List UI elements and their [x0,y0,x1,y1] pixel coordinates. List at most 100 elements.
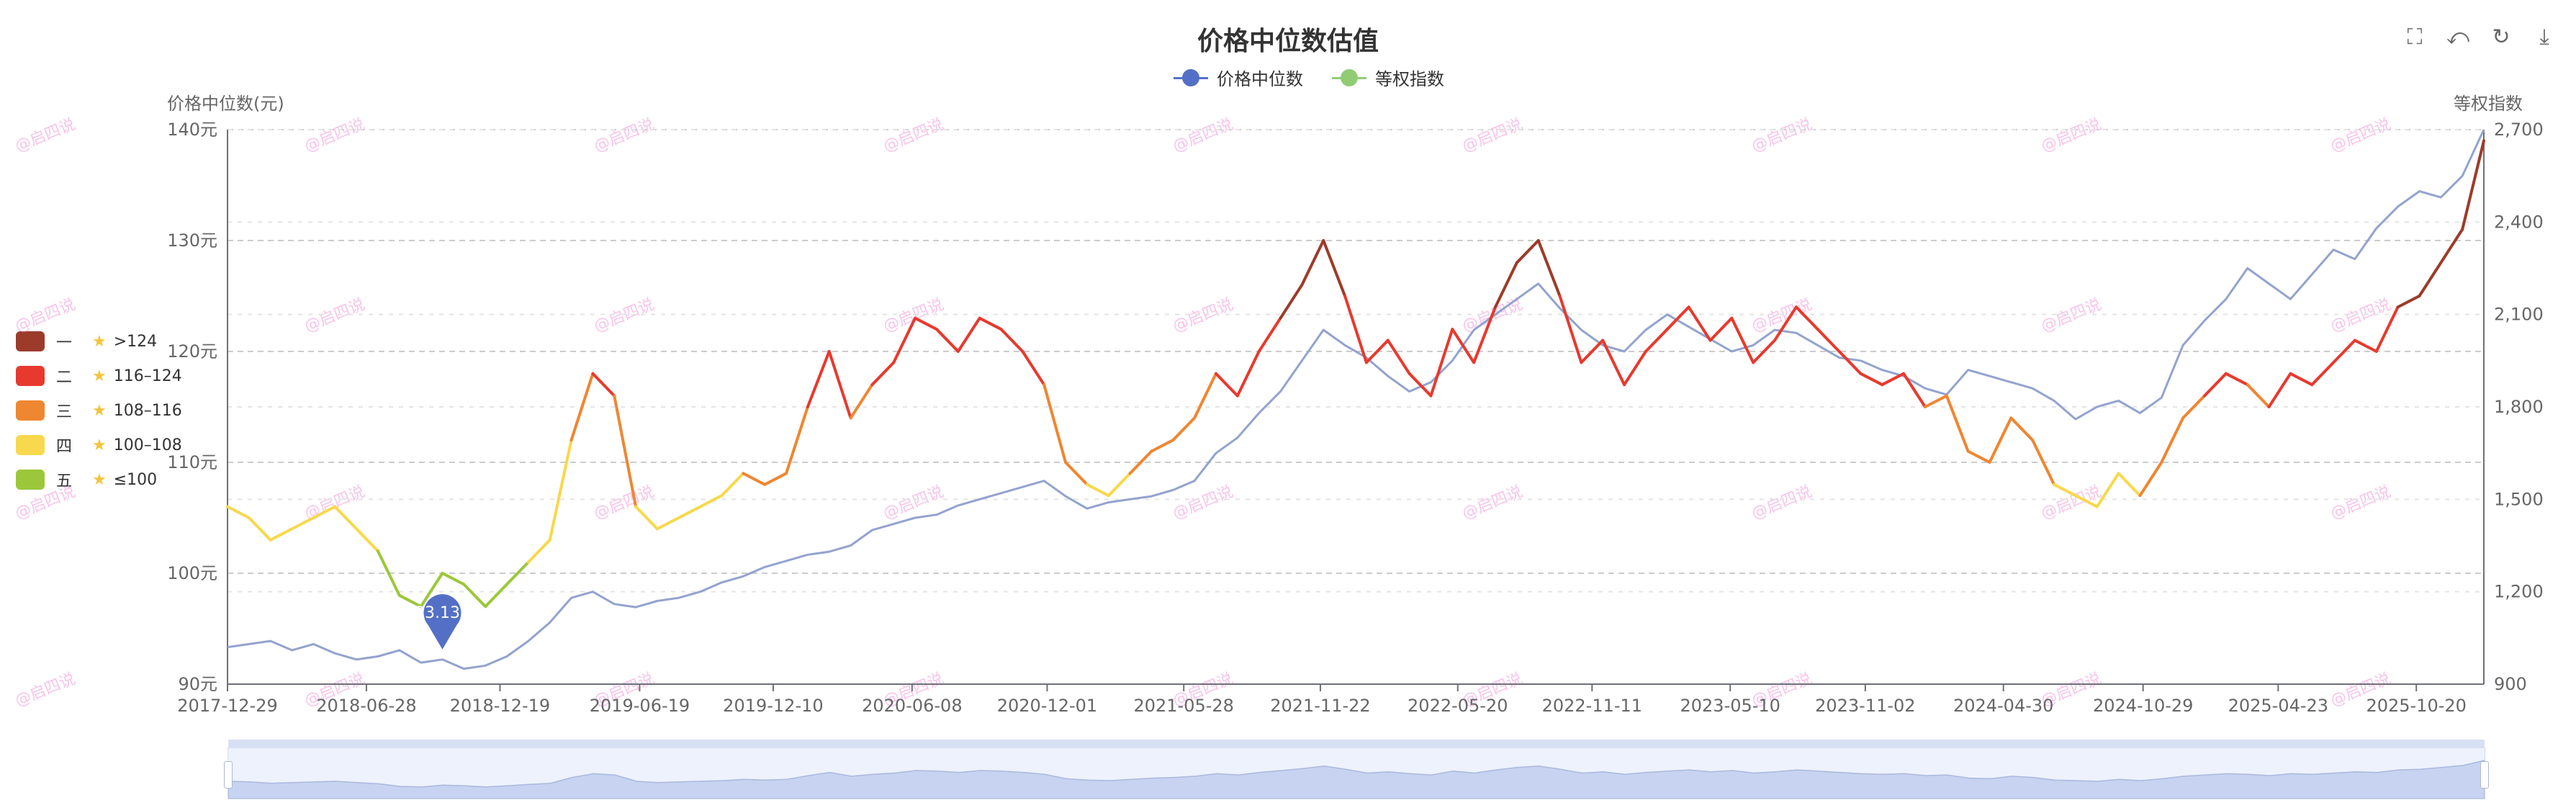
visual-map-item[interactable]: 三 ★ 108–116 [16,393,182,428]
star-icon: ★ [92,470,107,489]
x-tick-label: 2020-12-01 [997,696,1097,716]
zoom-reset-icon[interactable]: ⤺ [2446,24,2470,50]
series-segment-median [870,361,896,387]
series-segment-median [1429,328,1454,398]
series-segment-median [1623,350,1647,387]
visual-map-item[interactable]: 五 ★ ≤100 [16,462,182,497]
visual-map-item[interactable]: 一 ★ >124 [16,324,182,359]
x-tick-label: 2025-04-23 [2228,696,2328,716]
series-segment-median [1536,239,1562,297]
series-segment-median [1601,338,1626,387]
series-segment-median [484,583,509,609]
watermark-text: @启四说 [1749,295,1815,336]
series-segment-median [2202,372,2228,398]
visual-map-item[interactable]: 二 ★ 116–124 [16,359,182,393]
visual-map-level: 二 [56,369,73,387]
watermark-text: @启四说 [1749,115,1815,156]
series-segment-median [1107,472,1132,498]
series-segment-median [1279,283,1304,320]
data-zoom-slider[interactable] [224,740,2489,799]
star-icon: ★ [92,401,107,420]
watermark-text: @启四说 [1170,482,1236,524]
visual-map-swatch [16,435,45,455]
restore-icon[interactable]: ↻ [2492,24,2510,50]
legend-label-median: 价格中位数 [1217,69,1303,89]
series-segment-median [677,505,702,519]
series-segment-median [569,372,595,442]
visual-map-swatch [16,366,45,386]
series-line-median [226,139,2485,609]
series-segment-median [226,505,251,519]
watermark-text: @启四说 [1749,670,1815,711]
watermark-text: @启四说 [302,295,368,336]
y-tick-right: 900 [2494,674,2527,694]
series-segment-median [827,350,852,420]
series-segment-median [1300,239,1325,287]
y-tick-right: 1,200 [2494,582,2544,602]
watermark-text: @启四说 [12,115,78,156]
watermark-text: @启四说 [1459,670,1526,711]
watermark-text: @启四说 [2038,115,2104,156]
annotation-pin [423,594,461,650]
x-tick-label: 2018-12-19 [450,696,550,716]
watermark-text: @启四说 [1459,295,1526,336]
star-icon: ★ [92,367,107,385]
y-tick-left: 140元 [167,120,217,140]
x-tick-label: 2025-10-20 [2366,696,2466,716]
visual-map-swatch [16,400,45,421]
visual-map-range: ≤100 [113,470,158,489]
zoom-icon[interactable]: ⛶ [2407,24,2423,50]
series-segment-median [849,383,874,420]
y-tick-left: 90元 [178,674,217,694]
y-tick-left: 100元 [167,563,217,583]
visual-map-item[interactable]: 四 ★ 100–108 [16,428,182,462]
legend-item-median[interactable]: 价格中位数 [1174,65,1303,90]
series-segment-median [397,593,423,609]
series-segment-median [2224,372,2249,387]
visual-map-level: 五 [56,472,73,490]
legend-label-index: 等权指数 [1375,69,1444,89]
series-segment-median [419,572,444,609]
watermark-text: @启四说 [302,670,368,711]
watermark-text: @启四说 [591,295,657,336]
series-segment-median [2418,261,2443,297]
series-segment-median [1343,295,1368,364]
zoom-move-handle[interactable] [228,740,2485,748]
x-tick-label: 2019-12-10 [723,696,823,716]
series-segment-median [2396,295,2421,309]
visual-map-range: 108–116 [113,401,182,420]
legend-item-index[interactable]: 等权指数 [1332,65,1444,90]
series-segment-median [1752,338,1777,364]
series-segment-median [1558,295,1583,364]
series-segment-median [1816,328,1841,353]
series-segment-median [2138,461,2163,498]
series-segment-median [2310,361,2336,387]
series-segment-median [742,472,767,486]
series-segment-median [1730,316,1755,364]
series-segment-median [2246,383,2271,408]
x-tick-label: 2017-12-29 [177,696,277,716]
series-line-index [227,129,2485,670]
series-segment-median [526,538,551,564]
series-segment-median [1687,305,1712,342]
series-segment-median [763,472,788,486]
legend-marker-median [1174,68,1208,86]
series-segment-median [2267,372,2292,408]
watermark-text: @启四说 [591,115,657,156]
watermark-text: @启四说 [881,670,947,711]
watermark-text: @启四说 [2328,670,2394,711]
chart-title: 价格中位数估值 [1197,27,1379,56]
watermark-text: @启四说 [302,482,368,524]
series-segment-median [978,316,1003,331]
zoom-handle-left[interactable] [224,761,233,789]
download-icon[interactable]: ⤓ [2539,24,2549,50]
zoom-handle-right[interactable] [2480,761,2489,789]
visual-map-level: 三 [56,403,73,421]
visual-map-level: 一 [56,334,73,352]
series-segment-median [1644,328,1669,353]
y-tick-right: 2,700 [2494,120,2544,140]
visual-map-swatch [16,331,45,351]
visual-map: 一 ★ >124 二 ★ 116–124 三 ★ 108–116 四 ★ 100–108 五 ★ ≤… [16,324,182,497]
legend: 价格中位数 等权指数 [1174,65,1444,90]
